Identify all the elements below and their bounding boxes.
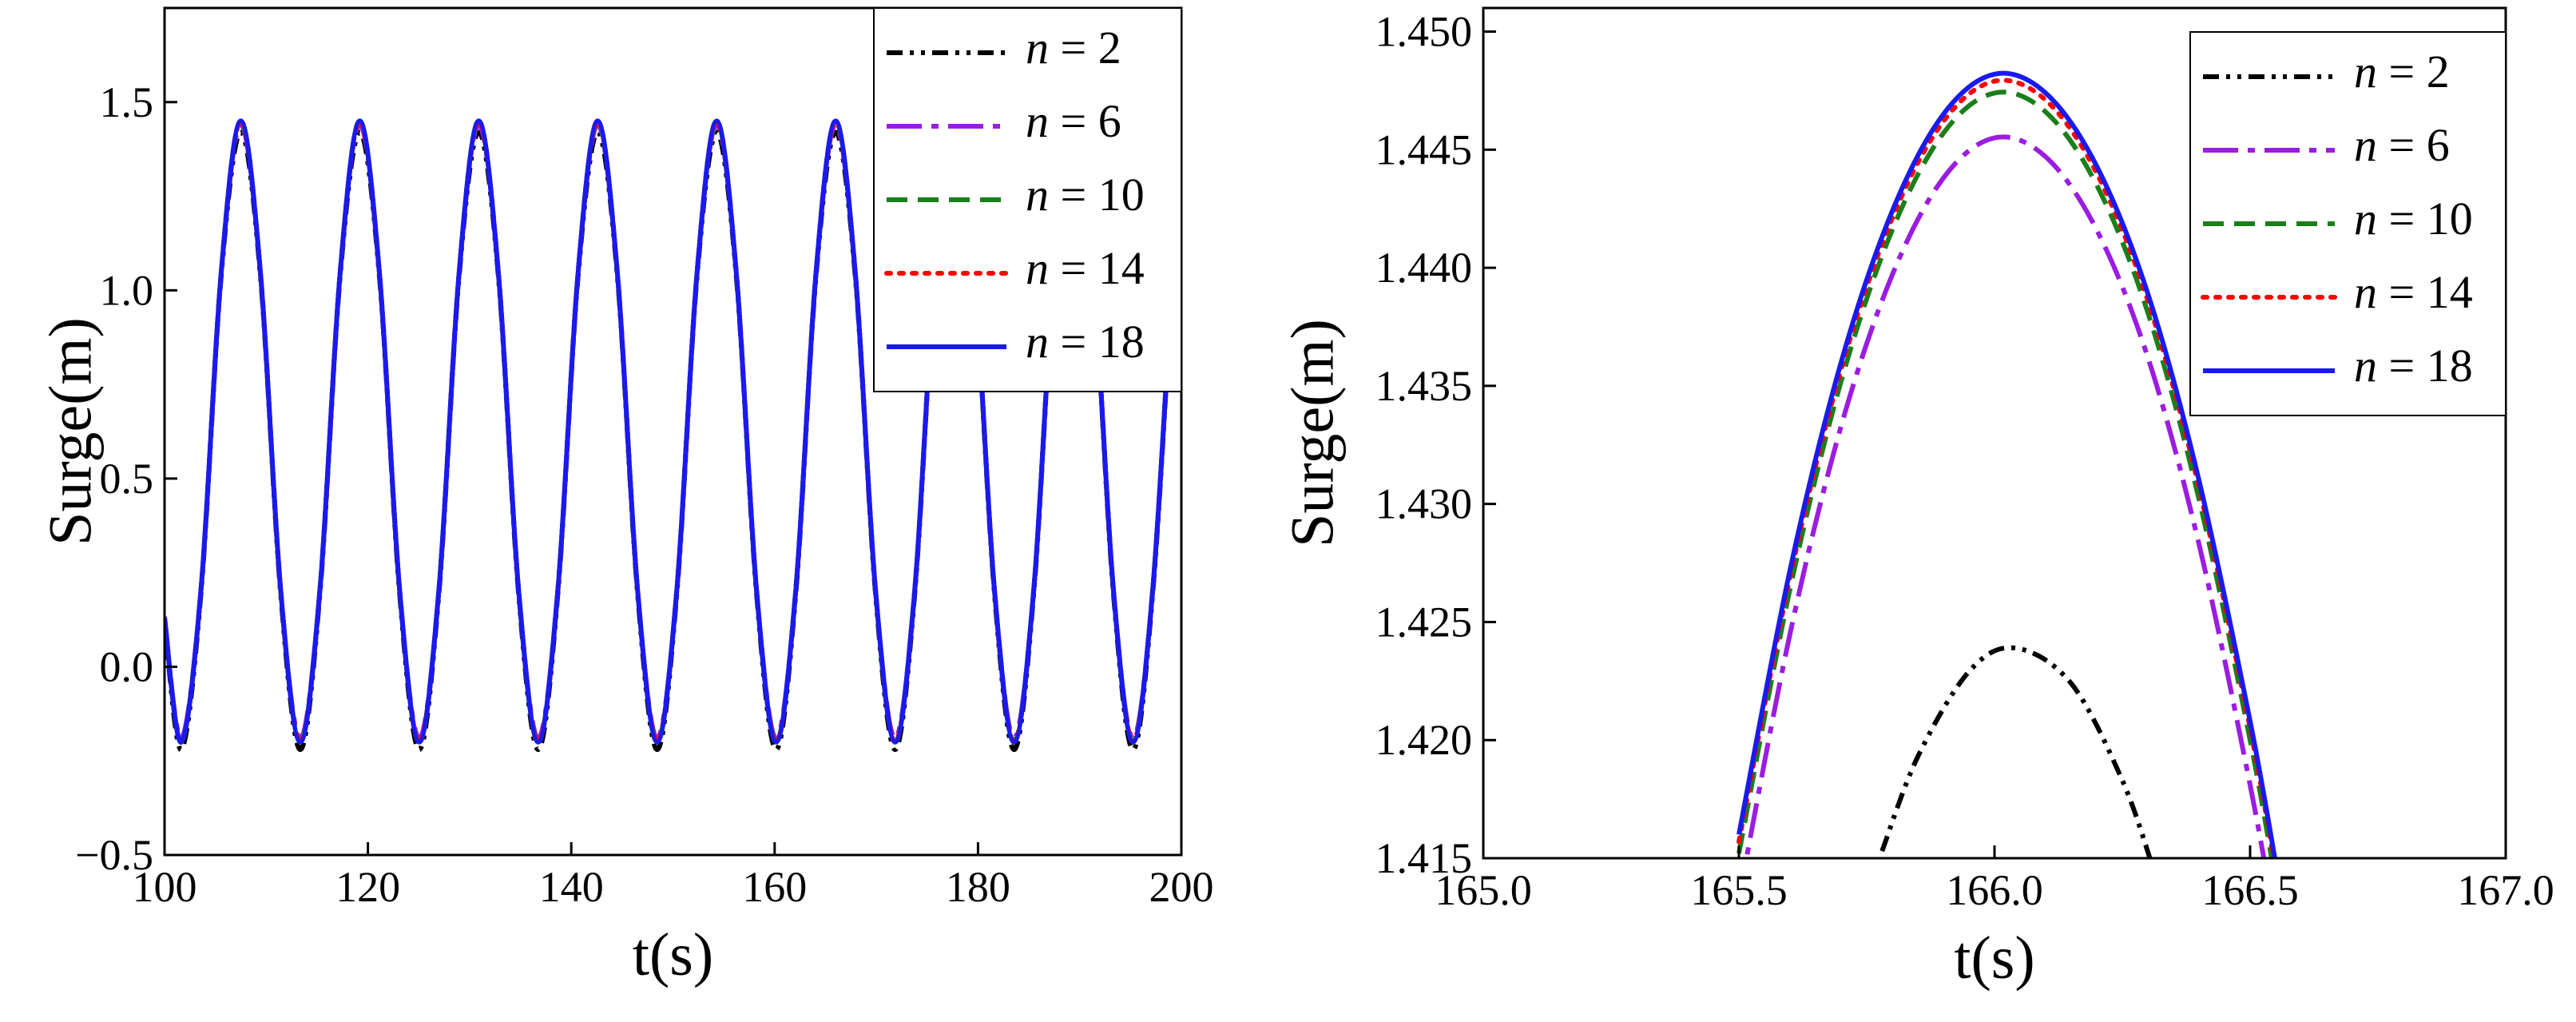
series-group (165, 118, 1181, 753)
plot-frame (163, 6, 1183, 857)
y-tick-label: 0.5 (100, 455, 154, 503)
y-tick-label: 1.450 (1375, 8, 1473, 56)
legend-label: n = 18 (1026, 316, 1145, 368)
y-axis-label: Surge(m) (38, 317, 105, 546)
legend-label: n = 6 (1026, 95, 1121, 147)
series-line (1737, 89, 2274, 858)
x-tick-label: 120 (335, 863, 400, 911)
chart: 165.0 165.5 166.0 166.5 167.0 1.415 1.420 1.425… (1280, 6, 2554, 992)
y-tick-label: 1.5 (100, 78, 154, 126)
x-axis-label: t(s) (1954, 925, 2034, 992)
x-tick-label: 160 (742, 863, 807, 911)
series-line (165, 118, 1181, 745)
legend: n = 2 n = 6 n = 10 n = 14 n = 18 (2189, 31, 2507, 416)
chart: 100 120 140 160 180 200 −0.5 0.0 0.5 1.0 1.5 t(s) Su… (38, 6, 1214, 988)
x-tick-label: 165.5 (1690, 866, 1788, 914)
y-tick-label: −0.5 (75, 831, 153, 879)
x-tick-label: 165.0 (1435, 866, 1532, 914)
y-tick-label: 1.440 (1375, 244, 1473, 292)
legend-label: n = 14 (1026, 242, 1145, 294)
legend-label: n = 10 (1026, 169, 1145, 221)
y-tick-label: 1.425 (1375, 598, 1473, 646)
x-axis-label: t(s) (633, 921, 713, 988)
y-tick-label: 1.420 (1375, 716, 1473, 764)
series-line (1879, 645, 2153, 858)
x-tick-label: 100 (133, 863, 197, 911)
series-group (1737, 70, 2277, 858)
legend-label: n = 18 (2354, 340, 2473, 392)
y-tick-label: 1.0 (100, 266, 154, 314)
y-tick-label: 1.415 (1375, 834, 1473, 882)
legend-box (873, 7, 1182, 392)
legend-label: n = 6 (2354, 119, 2450, 171)
y-tick-label: 1.445 (1375, 125, 1473, 173)
x-tick-label: 166.5 (2201, 866, 2299, 914)
legend: n = 2 n = 6 n = 10 n = 14 n = 18 (873, 7, 1182, 392)
y-tick-label: 1.435 (1375, 362, 1473, 410)
legend-label: n = 10 (2354, 193, 2473, 245)
x-tick-label: 166.0 (1946, 866, 2043, 914)
legend-label: n = 2 (1026, 22, 1121, 74)
y-tick-label: 0.0 (100, 642, 154, 690)
x-tick-label: 167.0 (2457, 866, 2554, 914)
x-tick-label: 180 (946, 863, 1010, 911)
series-line (1744, 134, 2267, 858)
y-axis-label: Surge(m) (1280, 319, 1347, 547)
x-tick-label: 200 (1149, 863, 1214, 911)
series-line (1737, 70, 2277, 858)
legend-label: n = 2 (2354, 46, 2450, 97)
legend-label: n = 14 (2354, 266, 2473, 318)
y-tick-label: 1.430 (1375, 480, 1473, 528)
x-tick-label: 140 (539, 863, 604, 911)
